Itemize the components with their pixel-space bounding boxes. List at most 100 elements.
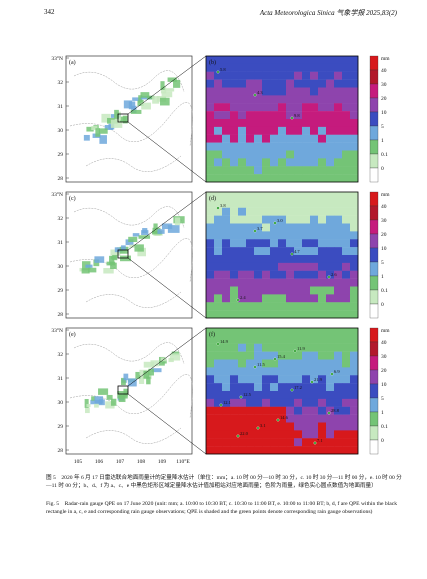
qpe-cell	[294, 278, 303, 287]
qpe-cell	[334, 286, 343, 295]
qpe-cell	[318, 262, 327, 271]
qpe-cell	[206, 255, 215, 264]
qpe-cell	[334, 199, 343, 208]
qpe-cell	[294, 158, 303, 167]
qpe-cell	[246, 207, 255, 216]
qpe-cell	[230, 294, 239, 303]
qpe-cell	[206, 286, 215, 295]
gauge-value: 22.0	[240, 431, 249, 436]
qpe-cell	[326, 383, 335, 392]
gauge-value: 17.2	[294, 385, 302, 390]
qpe-cell	[310, 215, 319, 224]
qpe-cell	[254, 142, 263, 151]
qpe-cell	[238, 111, 247, 120]
qpe-cell	[342, 278, 351, 287]
qpe-cell	[246, 239, 255, 248]
qpe-cell	[350, 351, 359, 360]
qpe-cell	[270, 359, 279, 368]
qpe-cell	[286, 391, 295, 400]
qpe-cell	[222, 150, 231, 159]
rain-cell	[106, 394, 113, 400]
qpe-cell	[254, 95, 263, 104]
qpe-cell	[222, 310, 231, 319]
qpe-cell	[206, 223, 215, 232]
qpe-cell	[262, 335, 271, 344]
qpe-cell	[214, 111, 223, 120]
rain-cell	[157, 229, 165, 234]
qpe-cell	[326, 255, 335, 264]
qpe-cell	[246, 111, 255, 120]
qpe-cell	[230, 255, 239, 264]
qpe-cell	[222, 231, 231, 240]
qpe-cell	[214, 286, 223, 295]
qpe-cell	[318, 247, 327, 256]
qpe-cell	[286, 192, 295, 201]
qpe-cell	[278, 302, 287, 311]
qpe-cell	[270, 111, 279, 120]
qpe-cell	[302, 192, 311, 201]
qpe-cell	[230, 359, 239, 368]
page-number: 342	[44, 8, 55, 16]
colorbar-swatch	[369, 261, 379, 277]
qpe-cell	[350, 414, 359, 423]
qpe-cell	[278, 134, 287, 143]
qpe-cell	[270, 391, 279, 400]
qpe-cell	[262, 174, 271, 183]
qpe-cell	[326, 391, 335, 400]
gauge-point	[290, 116, 294, 120]
qpe-cell	[326, 119, 335, 128]
qpe-cell	[238, 142, 247, 151]
qpe-cell	[350, 215, 359, 224]
qpe-cell	[302, 278, 311, 287]
qpe-cell	[270, 270, 279, 279]
qpe-cell	[254, 406, 263, 415]
qpe-cell	[206, 422, 215, 431]
qpe-cell	[206, 438, 215, 447]
qpe-cell	[350, 335, 359, 344]
colorbar-tick: 5	[381, 396, 384, 402]
qpe-cell	[294, 223, 303, 232]
qpe-cell	[230, 247, 239, 256]
qpe-cell	[214, 255, 223, 264]
qpe-cell	[222, 255, 231, 264]
colorbar-tick: 40	[381, 340, 387, 346]
qpe-cell	[350, 446, 359, 455]
qpe-cell	[222, 398, 231, 407]
qpe-cell	[262, 192, 271, 201]
qpe-cell	[270, 247, 279, 256]
qpe-cell	[294, 199, 303, 208]
qpe-cell	[318, 199, 327, 208]
qpe-cell	[326, 111, 335, 120]
lon-label: 110°E	[176, 458, 190, 465]
qpe-cell	[342, 87, 351, 96]
qpe-cell	[222, 79, 231, 88]
qpe-cell	[270, 383, 279, 392]
qpe-cell	[342, 95, 351, 104]
qpe-cell	[230, 166, 239, 175]
qpe-cell	[238, 158, 247, 167]
gauge-value: 3.0	[277, 218, 283, 223]
zoom-connector	[127, 121, 207, 183]
qpe-cell	[294, 391, 303, 400]
rain-cell	[94, 256, 105, 263]
qpe-cell	[222, 302, 231, 311]
qpe-cell	[238, 270, 247, 279]
qpe-cell	[222, 56, 231, 65]
gauge-point	[219, 403, 223, 407]
qpe-cell	[262, 278, 271, 287]
qpe-cell	[318, 215, 327, 224]
qpe-cell	[294, 286, 303, 295]
qpe-cell	[326, 223, 335, 232]
qpe-cell	[286, 119, 295, 128]
qpe-cell	[222, 335, 231, 344]
qpe-cell	[334, 255, 343, 264]
qpe-cell	[294, 95, 303, 104]
qpe-cell	[230, 126, 239, 135]
zoom-frame	[205, 327, 359, 455]
qpe-cell	[278, 367, 287, 376]
qpe-cell	[318, 398, 327, 407]
qpe-cell	[262, 446, 271, 455]
qpe-cell	[278, 192, 287, 201]
qpe-cell	[246, 174, 255, 183]
qpe-cell	[262, 255, 271, 264]
